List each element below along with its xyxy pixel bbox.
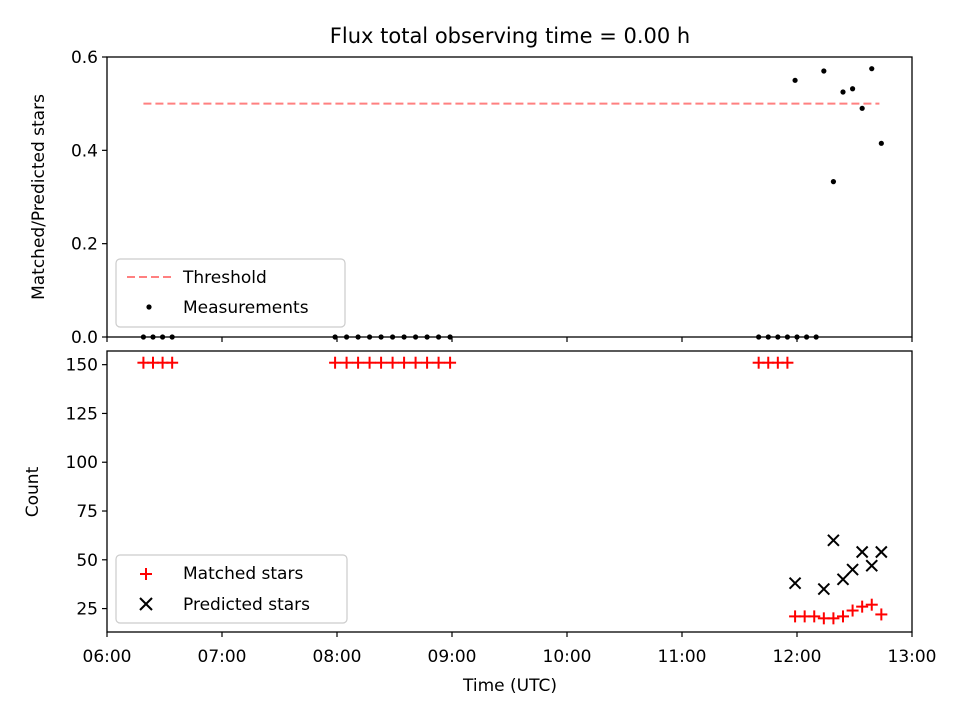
bottom-ytick-label: 125 (66, 404, 98, 424)
measurement-point (840, 89, 846, 95)
matched-star-point (340, 356, 353, 369)
bottom-xtick-label: 11:00 (658, 647, 707, 667)
predicted-star-point (836, 573, 850, 586)
bottom-ylabel: Count (23, 466, 43, 517)
top-ytick-label: 0.2 (71, 235, 98, 255)
matched-star-point (781, 356, 794, 369)
matched-star-point (421, 356, 434, 369)
bottom-xtick-label: 06:00 (83, 647, 132, 667)
legend-matched-label: Matched stars (183, 564, 303, 584)
matched-star-point (352, 356, 365, 369)
matched-star-point (409, 356, 422, 369)
top-ytick-label: 0.4 (71, 141, 98, 161)
measurement-point (792, 77, 798, 83)
matched-star-point (808, 610, 821, 623)
legend-measurements-label: Measurements (183, 298, 309, 318)
matched-star-point (363, 356, 376, 369)
bottom-axes-frame (106, 350, 913, 633)
matched-star-point (856, 600, 869, 613)
predicted-star-point (875, 545, 888, 559)
top-legend-box (115, 258, 346, 328)
top-ylabel: Matched/Predicted stars (29, 94, 49, 300)
matched-star-point (398, 356, 411, 369)
bottom-ytick-label: 50 (76, 551, 98, 571)
bottom-xlabel: Time (UTC) (462, 676, 557, 696)
bottom-xtick-label: 12:00 (773, 647, 822, 667)
legend-matched-swatch (140, 568, 152, 580)
measurement-point (821, 68, 827, 74)
measurement-point (849, 86, 856, 92)
measurement-point (830, 179, 837, 185)
legend-measurements-swatch (146, 304, 152, 310)
predicted-star-point (817, 582, 831, 596)
matched-star-point (444, 356, 457, 369)
top-legend: Threshold Measurements (115, 258, 346, 328)
matched-star-point (432, 356, 445, 369)
bottom-xtick-label: 13:00 (888, 647, 937, 667)
predicted-star-point (788, 577, 802, 590)
predicted-star-point (865, 559, 878, 572)
bottom-panel: 25 50 75 100 125 150 06:00 07:00 08:00 09:00 10:00… (23, 350, 937, 696)
matched-star-point (827, 612, 840, 625)
bottom-legend-box (115, 554, 348, 624)
bottom-ytick-label: 150 (66, 356, 98, 376)
bottom-ytick-label: 75 (76, 502, 98, 522)
legend-predicted-label: Predicted stars (183, 595, 310, 615)
legend-predicted-swatch (139, 597, 153, 611)
matched-star-point (329, 356, 342, 369)
bottom-ytick-label: 25 (76, 600, 98, 620)
measurement-point (878, 140, 884, 146)
matched-star-point (875, 608, 888, 621)
measurement-point (869, 66, 875, 72)
bottom-xtick-label: 07:00 (198, 647, 247, 667)
top-panel: 0.0 0.2 0.4 0.6 Matched/Predicted stars Thr… (29, 48, 913, 348)
matched-star-point (846, 604, 859, 617)
predicted-star-point (855, 545, 869, 559)
matched-star-point (166, 356, 179, 369)
matched-star-point (865, 598, 878, 611)
figure-title: Flux total observing time = 0.00 h (330, 24, 690, 48)
measurement-point (859, 105, 865, 111)
bottom-ytick-label: 100 (66, 453, 98, 473)
predicted-star-point (846, 563, 859, 576)
predicted-star-point (827, 534, 840, 547)
top-axes-frame (106, 56, 913, 338)
top-ytick-label: 0.0 (71, 328, 98, 348)
bottom-xtick-label: 10:00 (543, 647, 592, 667)
bottom-legend: Matched stars Predicted stars (115, 554, 348, 624)
matched-star-point (837, 610, 849, 623)
bottom-xtick-label: 08:00 (313, 647, 362, 667)
bottom-xtick-label: 09:00 (428, 647, 477, 667)
matched-star-point (386, 356, 399, 369)
matched-star-point (375, 356, 388, 369)
top-ytick-label: 0.6 (71, 48, 98, 68)
legend-threshold-label: Threshold (182, 268, 267, 288)
